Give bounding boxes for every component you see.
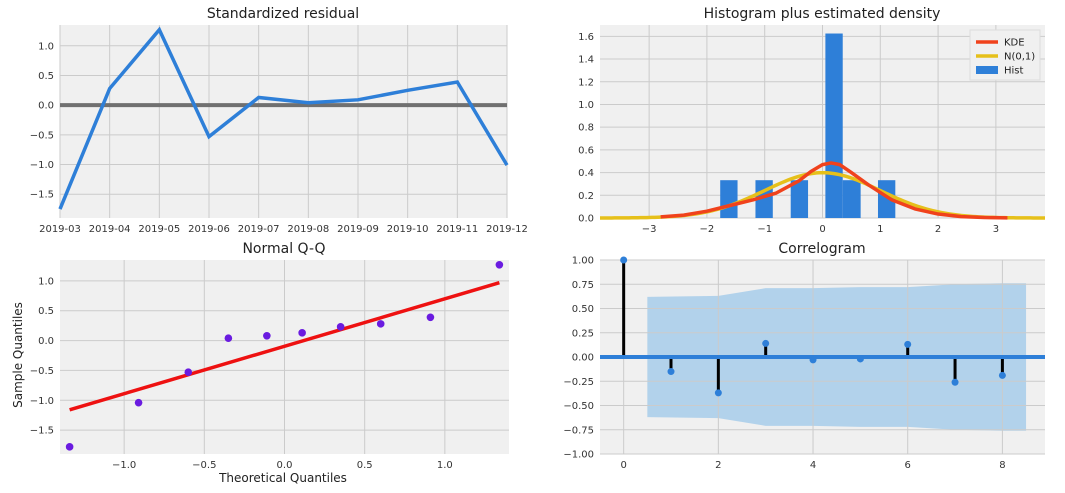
hist-xtick-label: 3 — [993, 224, 999, 235]
resid-xtick-label: 2019-10 — [387, 224, 429, 235]
qq-point — [65, 443, 74, 451]
qq-xtick-label: 0.5 — [357, 460, 373, 471]
qq-xtick-label: 1.0 — [437, 460, 453, 471]
qq-ylabel: Sample Quantiles — [11, 302, 25, 408]
hist-xtick-label: −1 — [757, 224, 772, 235]
hist-legend-label: N(0,1) — [1004, 52, 1035, 63]
qq-point — [336, 323, 345, 331]
qq-xtick-label: 0.0 — [277, 460, 293, 471]
histogram-panel: Histogram plus estimated density 0.0 0.2 0… — [578, 6, 1045, 235]
acf-point — [998, 371, 1006, 379]
acf-ytick-label: −0.50 — [563, 401, 594, 412]
resid-series-line — [58, 26, 509, 210]
resid-ytick-label: 1.0 — [38, 41, 54, 52]
acf-point — [762, 339, 770, 347]
standardized-residual-panel: Standardized residual 1.0 0.5 0.0 −0.5 −1.0 −… — [30, 6, 528, 235]
qq-xtick-label: −1.0 — [112, 460, 136, 471]
acf-point — [620, 256, 628, 264]
resid-ytick-label: −0.5 — [30, 130, 54, 141]
acf-xtick-label: 4 — [810, 460, 816, 471]
acf-ytick-label: 0.00 — [572, 353, 594, 364]
qq-title: Normal Q-Q — [242, 241, 325, 257]
hist-bar — [842, 180, 861, 218]
resid-ytick-label: 0.5 — [38, 71, 54, 82]
hist-ytick-label: 0.6 — [578, 145, 594, 156]
qq-ytick-label: −1.0 — [30, 396, 54, 407]
resid-xtick-label: 2019-11 — [436, 224, 478, 235]
hist-ytick-label: 1.4 — [578, 55, 594, 66]
hist-legend-swatch — [976, 66, 998, 74]
acf-title: Correlogram — [778, 241, 865, 257]
resid-ytick-label: 0.0 — [38, 101, 54, 112]
hist-ytick-label: 0.2 — [578, 191, 594, 202]
acf-point — [904, 340, 912, 348]
qq-point — [298, 329, 306, 337]
acf-xtick-label: 0 — [620, 460, 626, 471]
acf-ytick-label: 0.25 — [572, 328, 594, 339]
hist-xtick-label: −3 — [642, 224, 657, 235]
normal-qq-panel: Normal Q-Q Theoretical Quantiles Sample … — [11, 241, 509, 485]
qq-xlabel: Theoretical Quantiles — [218, 471, 347, 485]
qq-point — [184, 368, 193, 377]
qq-ytick-label: −0.5 — [30, 366, 54, 377]
hist-xtick-label: 1 — [877, 224, 883, 235]
acf-ytick-label: 1.00 — [572, 256, 594, 267]
acf-xtick-label: 8 — [999, 460, 1005, 471]
acf-ytick-label: 0.75 — [572, 280, 594, 291]
resid-xtick-label: 2019-08 — [287, 224, 329, 235]
hist-legend-label: KDE — [1004, 38, 1025, 49]
acf-xtick-label: 6 — [905, 460, 911, 471]
acf-ytick-label: −0.25 — [563, 377, 594, 388]
hist-ytick-label: 0.8 — [578, 123, 594, 134]
resid-ytick-label: −1.5 — [30, 190, 54, 201]
acf-ytick-label: 0.50 — [572, 304, 594, 315]
resid-ytick-label: −1.0 — [30, 160, 54, 171]
qq-point — [376, 320, 385, 328]
resid-xtick-label: 2019-04 — [89, 224, 131, 235]
qq-ytick-label: 1.0 — [38, 276, 54, 287]
resid-xtick-label: 2019-05 — [138, 224, 180, 235]
hist-bar — [825, 33, 843, 218]
acf-point — [951, 378, 959, 386]
hist-ytick-label: 0.4 — [578, 168, 594, 179]
acf-ytick-label: −0.75 — [563, 425, 594, 436]
acf-ytick-label: −1.00 — [563, 450, 594, 461]
resid-xtick-label: 2019-07 — [238, 224, 280, 235]
acf-point — [667, 368, 675, 376]
qq-ytick-label: 0.0 — [38, 336, 54, 347]
hist-ytick-label: 1.6 — [578, 32, 594, 43]
correlogram-panel: Correlogram 1.00 0.75 0.50 0.25 0.00 −0.25 −0.… — [563, 241, 1045, 471]
qq-ytick-label: −1.5 — [30, 426, 54, 437]
qq-point — [263, 332, 271, 340]
hist-ytick-label: 0.0 — [578, 214, 594, 225]
qq-point — [426, 313, 435, 322]
hist-xtick-label: 0 — [819, 224, 825, 235]
resid-xtick-label: 2019-03 — [39, 224, 81, 235]
hist-bar — [790, 180, 809, 218]
acf-point — [714, 389, 722, 397]
hist-kde-curve — [660, 161, 1008, 220]
qq-xtick-label: −0.5 — [192, 460, 216, 471]
qq-point — [134, 398, 143, 407]
hist-xtick-label: −2 — [700, 224, 715, 235]
resid-xtick-label: 2019-09 — [337, 224, 379, 235]
qq-point — [495, 260, 504, 269]
qq-point — [224, 334, 233, 342]
hist-ytick-label: 1.0 — [578, 100, 594, 111]
resid-title: Standardized residual — [207, 6, 359, 22]
acf-point — [809, 356, 817, 364]
hist-xtick-label: 2 — [935, 224, 941, 235]
resid-xtick-label: 2019-06 — [188, 224, 230, 235]
resid-xtick-label: 2019-12 — [486, 224, 528, 235]
hist-bar — [720, 180, 738, 218]
hist-title: Histogram plus estimated density — [704, 6, 941, 22]
hist-ytick-label: 1.2 — [578, 77, 594, 88]
plot-area — [60, 25, 507, 218]
hist-legend-label: Hist — [1004, 66, 1024, 77]
acf-xtick-label: 2 — [715, 460, 721, 471]
acf-point — [856, 355, 864, 363]
qq-reference-line — [69, 281, 500, 412]
qq-ytick-label: 0.5 — [38, 306, 54, 317]
